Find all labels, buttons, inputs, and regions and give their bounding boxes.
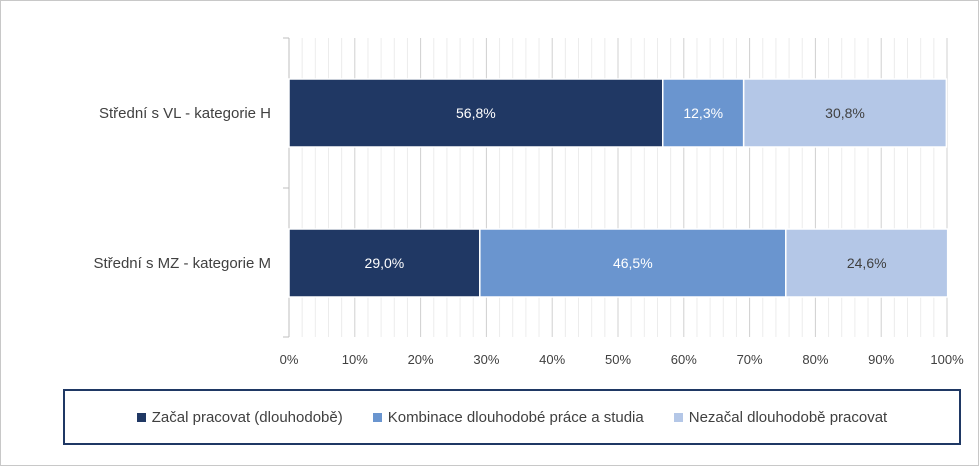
legend-item-not-started: Nezačal dlouhodobě pracovat	[673, 408, 888, 426]
x-tick-label: 30%	[473, 352, 499, 367]
x-tick-labels: 0% 10% 20% 30% 40% 50% 60% 70% 80% 90% 100%	[280, 352, 964, 367]
data-label: 29,0%	[365, 255, 405, 271]
bar-segment	[288, 78, 664, 148]
bar-segment	[479, 228, 787, 298]
bar-segment	[661, 78, 745, 148]
data-label: 30,8%	[825, 105, 865, 121]
bar-segment	[785, 228, 949, 298]
data-label: 12,3%	[683, 105, 723, 121]
legend-label-combination: Kombinace dlouhodobé práce a studia	[387, 408, 644, 426]
bar-segment	[742, 78, 948, 148]
legend-swatch-started-working	[136, 412, 146, 422]
legend-label-not-started: Nezačal dlouhodobě pracovat	[688, 408, 888, 426]
data-label: 46,5%	[613, 255, 653, 271]
data-label: 56,8%	[456, 105, 496, 121]
x-tick-label: 70%	[737, 352, 763, 367]
legend-item-combination: Kombinace dlouhodobé práce a studia	[372, 408, 644, 426]
x-tick-label: 80%	[802, 352, 828, 367]
legend-swatch-not-started	[673, 412, 683, 422]
x-tick-label: 100%	[930, 352, 964, 367]
category-label: Střední s MZ - kategorie M	[93, 255, 271, 272]
bar-segment	[288, 228, 481, 298]
legend-swatch-combination	[372, 412, 382, 422]
legend: Začal pracovat (dlouhodobě) Kombinace dl…	[63, 389, 961, 445]
x-tick-label: 90%	[868, 352, 894, 367]
x-tick-label: 60%	[671, 352, 697, 367]
x-tick-label: 20%	[408, 352, 434, 367]
legend-item-started-working: Začal pracovat (dlouhodobě)	[136, 408, 343, 426]
x-tick-label: 0%	[280, 352, 299, 367]
x-tick-label: 10%	[342, 352, 368, 367]
category-labels: Střední s VL - kategorie H Střední s MZ -…	[93, 105, 271, 272]
x-tick-label: 50%	[605, 352, 631, 367]
category-axis	[283, 37, 290, 338]
data-label: 24,6%	[847, 255, 887, 271]
data-labels: 56,8% 12,3% 30,8% 29,0% 46,5% 24,6%	[365, 105, 887, 271]
x-tick-label: 40%	[539, 352, 565, 367]
legend-label-started-working: Začal pracovat (dlouhodobě)	[151, 408, 343, 426]
bars	[288, 78, 949, 298]
stacked-bar-chart: 56,8% 12,3% 30,8% 29,0% 46,5% 24,6% 0% 10% 20% 3…	[93, 37, 964, 367]
category-label: Střední s VL - kategorie H	[99, 105, 271, 122]
